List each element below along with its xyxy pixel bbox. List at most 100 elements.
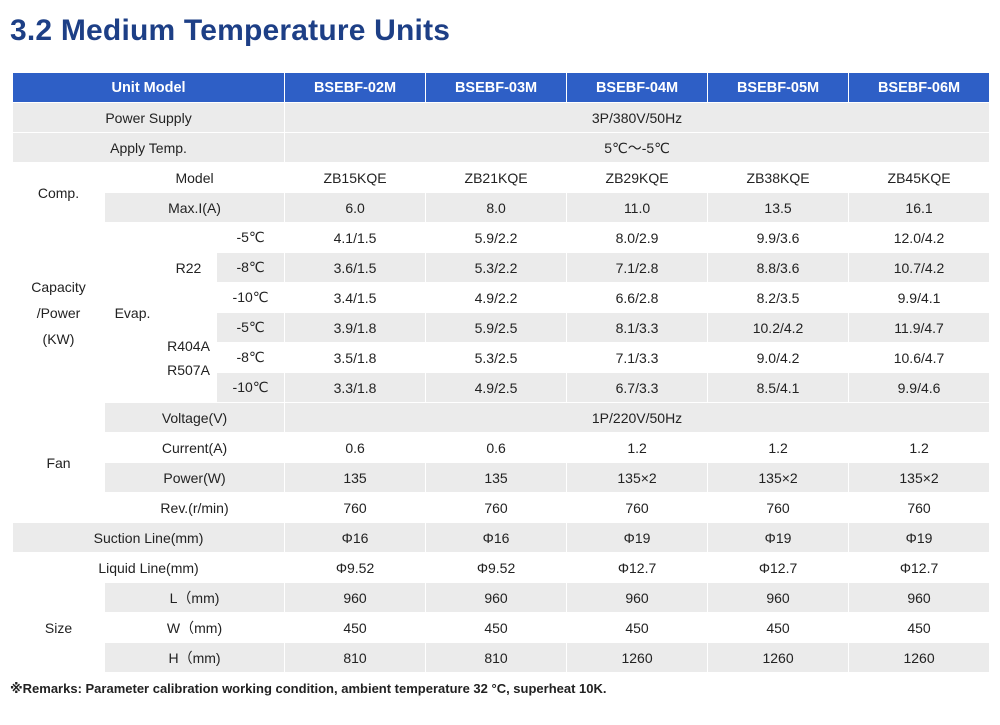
table-cell: 9.9/4.6 bbox=[848, 372, 991, 403]
header-row: Unit Model BSEBF-02M BSEBF-03M BSEBF-04M… bbox=[11, 72, 991, 103]
remarks-note: ※Remarks: Parameter calibration working … bbox=[10, 681, 607, 696]
table-cell: 3.4/1.5 bbox=[284, 282, 427, 313]
table-cell: ZB45KQE bbox=[848, 162, 991, 193]
table-cell: 0.6 bbox=[425, 432, 568, 463]
power-supply-row: Power Supply 3P/380V/50Hz bbox=[11, 102, 991, 133]
refrigerant-label-r22: R22 bbox=[160, 222, 217, 313]
table-cell: Φ19 bbox=[566, 522, 709, 553]
comp-model-row: Comp. Model ZB15KQE ZB21KQE ZB29KQE ZB38… bbox=[12, 162, 991, 223]
apply-temp-row: Apply Temp. 5℃～-5℃ bbox=[11, 132, 991, 163]
table-cell: 3.5/1.8 bbox=[284, 342, 427, 373]
table-cell: 8.5/4.1 bbox=[707, 372, 850, 403]
page-title: 3.2 Medium Temperature Units bbox=[10, 14, 451, 47]
model-header: BSEBF-04M bbox=[566, 72, 709, 103]
table-cell: 11.0 bbox=[566, 192, 709, 223]
table-cell: 9.9/4.1 bbox=[848, 282, 991, 313]
power-supply-value: 3P/380V/50Hz bbox=[284, 102, 991, 133]
table-cell: 760 bbox=[566, 492, 709, 523]
table-cell: 135×2 bbox=[566, 462, 709, 493]
temp-label: -10℃ bbox=[215, 372, 286, 403]
temp-label: -8℃ bbox=[215, 252, 286, 283]
table-cell: Φ12.7 bbox=[566, 552, 709, 583]
table-cell: 1260 bbox=[566, 642, 709, 673]
table-cell: ZB15KQE bbox=[284, 162, 427, 193]
row-label: W（mm) bbox=[103, 612, 286, 643]
table-cell: 3.6/1.5 bbox=[284, 252, 427, 283]
table-cell: 0.6 bbox=[284, 432, 427, 463]
table-cell: 1.2 bbox=[566, 432, 709, 463]
fan-voltage-row: Fan Voltage(V) 1P/220V/50Hz bbox=[12, 402, 991, 523]
table-cell: 135×2 bbox=[848, 462, 991, 493]
row-label: Voltage(V) bbox=[103, 402, 286, 433]
spec-table: Unit Model BSEBF-02M BSEBF-03M BSEBF-04M… bbox=[11, 72, 991, 673]
table-cell: Φ9.52 bbox=[284, 552, 427, 583]
table-cell: 450 bbox=[848, 612, 991, 643]
row-label: L（mm) bbox=[103, 582, 286, 613]
row-label: Rev.(r/min) bbox=[103, 492, 286, 523]
table-cell: 4.9/2.5 bbox=[425, 372, 568, 403]
table-cell: Φ9.52 bbox=[425, 552, 568, 583]
table-cell: 135 bbox=[284, 462, 427, 493]
size-w-row: W（mm) 450 450 450 450 450 bbox=[12, 612, 991, 643]
table-cell: 135×2 bbox=[707, 462, 850, 493]
table-cell: 16.1 bbox=[848, 192, 991, 223]
table-cell: 10.2/4.2 bbox=[707, 312, 850, 343]
table-cell: 760 bbox=[425, 492, 568, 523]
group-label-comp: Comp. bbox=[12, 162, 105, 223]
table-cell: 960 bbox=[566, 582, 709, 613]
table-cell: 6.7/3.3 bbox=[566, 372, 709, 403]
liquid-line-row: Liquid Line(mm) Φ9.52 Φ9.52 Φ12.7 Φ12.7 … bbox=[11, 552, 991, 583]
table-cell: Φ12.7 bbox=[848, 552, 991, 583]
table-cell: 760 bbox=[848, 492, 991, 523]
table-cell: 10.6/4.7 bbox=[848, 342, 991, 373]
refrigerant-label-line: R404A bbox=[167, 337, 210, 354]
model-header: BSEBF-03M bbox=[425, 72, 568, 103]
table-cell: 450 bbox=[425, 612, 568, 643]
table-cell: 810 bbox=[284, 642, 427, 673]
fan-rev-row: Rev.(r/min) 760 760 760 760 760 bbox=[12, 492, 991, 523]
table-cell: ZB38KQE bbox=[707, 162, 850, 193]
table-cell: 960 bbox=[848, 582, 991, 613]
capacity-row: R404A R507A -5℃ 3.9/1.8 5.9/2.5 8.1/3.3 … bbox=[12, 312, 991, 403]
table-cell: 3.3/1.8 bbox=[284, 372, 427, 403]
temp-label: -5℃ bbox=[215, 312, 286, 343]
table-cell: 960 bbox=[707, 582, 850, 613]
table-cell: 450 bbox=[707, 612, 850, 643]
row-label: Liquid Line(mm) bbox=[11, 552, 286, 583]
table-cell: 6.6/2.8 bbox=[566, 282, 709, 313]
table-cell: Φ16 bbox=[425, 522, 568, 553]
row-label: H（mm) bbox=[103, 642, 286, 673]
row-label: Current(A) bbox=[103, 432, 286, 463]
capacity-label-line: /Power bbox=[36, 304, 81, 321]
capacity-label-line: (KW) bbox=[42, 330, 75, 347]
table-cell: 450 bbox=[566, 612, 709, 643]
table-cell: 5.3/2.2 bbox=[425, 252, 568, 283]
unit-model-header: Unit Model bbox=[11, 72, 286, 103]
suction-line-row: Suction Line(mm) Φ16 Φ16 Φ19 Φ19 Φ19 bbox=[11, 522, 991, 553]
table-cell: 810 bbox=[425, 642, 568, 673]
table-cell: 8.0 bbox=[425, 192, 568, 223]
refrigerant-label-r404a-r507a: R404A R507A bbox=[160, 312, 217, 403]
refrigerant-label-line: R507A bbox=[167, 361, 210, 378]
table-cell: 760 bbox=[707, 492, 850, 523]
model-header: BSEBF-02M bbox=[284, 72, 427, 103]
fan-voltage-value: 1P/220V/50Hz bbox=[284, 402, 991, 433]
row-label: Apply Temp. bbox=[11, 132, 286, 163]
table-cell: 9.9/3.6 bbox=[707, 222, 850, 253]
size-h-row: H（mm) 810 810 1260 1260 1260 bbox=[12, 642, 991, 673]
row-label: Model bbox=[103, 162, 286, 193]
table-cell: 8.8/3.6 bbox=[707, 252, 850, 283]
row-label: Max.I(A) bbox=[103, 192, 286, 223]
table-cell: 760 bbox=[284, 492, 427, 523]
capacity-row: -8℃ 3.6/1.5 5.3/2.2 7.1/2.8 8.8/3.6 10.7… bbox=[12, 252, 991, 283]
row-label: Power Supply bbox=[11, 102, 286, 133]
table-cell: 8.1/3.3 bbox=[566, 312, 709, 343]
row-label: Power(W) bbox=[103, 462, 286, 493]
evap-label: Evap. bbox=[104, 222, 161, 403]
group-label-fan: Fan bbox=[12, 402, 105, 523]
table-cell: 135 bbox=[425, 462, 568, 493]
capacity-label-line: Capacity bbox=[31, 278, 86, 295]
table-cell: 6.0 bbox=[284, 192, 427, 223]
fan-current-row: Current(A) 0.6 0.6 1.2 1.2 1.2 bbox=[12, 432, 991, 463]
table-cell: 450 bbox=[284, 612, 427, 643]
